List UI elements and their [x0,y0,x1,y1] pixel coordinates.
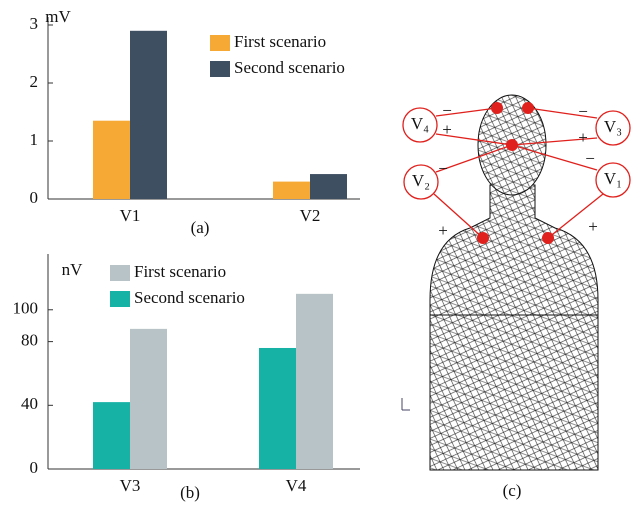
x-tick-label: V3 [120,476,141,495]
bar [130,30,167,199]
y-tick-label: 100 [13,299,39,318]
legend-swatch [110,265,130,281]
x-tick-label: V1 [120,206,141,225]
electrode-label: V₁ [604,169,622,188]
y-tick-label: 3 [30,14,39,33]
minus-sign: − [438,159,448,178]
minus-sign: − [585,149,595,168]
bar [273,181,310,199]
plus-sign: + [442,120,452,139]
legend-swatch [110,291,130,307]
legend-label: Second scenario [234,58,345,77]
y-tick-label: 0 [30,188,39,207]
legend-label: First scenario [134,262,226,281]
legend-swatch [210,35,230,51]
electrode-links [402,107,631,239]
y-tick-label: 40 [21,394,38,413]
plus-sign: + [578,128,588,147]
bar [93,402,130,469]
bar [130,328,167,469]
y-tick-label: 1 [30,130,39,149]
minus-sign: − [578,102,588,121]
bar [296,293,333,469]
axis-gizmo [401,398,410,411]
caption: (b) [180,483,200,502]
electrode-label: V₃ [604,117,622,136]
bar [310,174,347,199]
y-tick-label: 2 [30,72,39,91]
minus-sign: − [442,101,452,120]
legend-label: Second scenario [134,288,245,307]
electrode-label: V₂ [412,171,430,190]
torso-mesh [429,94,599,471]
caption: (c) [503,481,522,500]
y-tick-label: 80 [21,331,38,350]
bar [93,120,130,199]
legend-swatch [210,61,230,77]
plus-sign: + [588,217,598,236]
y-tick-label: 0 [30,458,39,477]
plus-sign: + [438,221,448,240]
electrodes [477,102,554,244]
x-tick-label: V4 [286,476,307,495]
y-axis-unit: mV [45,7,71,26]
legend-label: First scenario [234,32,326,51]
electrode-label: V₄ [411,114,429,133]
y-axis-unit: nV [62,260,84,279]
x-tick-label: V2 [300,206,321,225]
bar [259,347,296,469]
caption: (a) [191,218,210,237]
